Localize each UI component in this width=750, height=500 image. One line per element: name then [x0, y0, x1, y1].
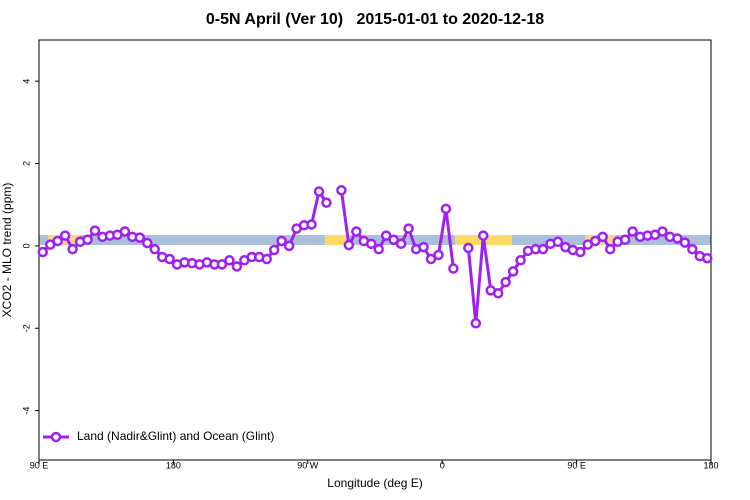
data-point [52, 235, 63, 247]
data-point [89, 225, 101, 236]
data-point [134, 232, 146, 243]
data-point [448, 263, 459, 274]
legend-label: Land (Nadir&Glint) and Ocean (Glint) [77, 429, 274, 443]
data-point [164, 253, 175, 265]
data-point [687, 243, 698, 255]
x-tick-label: 90 E [30, 460, 49, 470]
chart-title: 0-5N April (Ver 10) 2015-01-01 to 2020-1… [206, 11, 544, 28]
data-point [366, 238, 377, 250]
data-point [672, 233, 683, 244]
y-tick-label: -2 [21, 324, 31, 332]
data-point [515, 255, 526, 266]
data-point [231, 261, 243, 272]
data-point [283, 240, 295, 252]
data-point [470, 318, 482, 329]
data-point [425, 253, 437, 265]
data-point [380, 230, 392, 241]
data-point [552, 236, 564, 248]
data-point [597, 231, 608, 243]
data-point [627, 226, 638, 237]
data-point [216, 259, 228, 270]
data-point [679, 237, 691, 248]
data-point [82, 234, 93, 245]
data-point [604, 243, 616, 255]
data-point [440, 203, 452, 215]
data-point [418, 241, 429, 253]
data-point [478, 230, 489, 241]
data-point [336, 185, 347, 196]
data-point [388, 234, 399, 245]
data-point [351, 226, 362, 237]
legend-marker [50, 431, 62, 443]
y-tick-label: 2 [21, 161, 31, 166]
data-point [433, 249, 444, 261]
data-point [702, 252, 713, 264]
x-tick-label: 180 [703, 460, 718, 470]
x-axis-label: Longitude (deg E) [327, 476, 422, 490]
x-tick-label: 90 E [567, 460, 586, 470]
data-point [657, 226, 668, 237]
data-point [261, 253, 272, 265]
data-point [276, 235, 287, 247]
data-point [67, 243, 78, 255]
series-line [41, 187, 708, 324]
y-tick-label: 4 [21, 79, 31, 84]
data-point [590, 235, 601, 247]
y-tick-label: -4 [21, 407, 31, 415]
data-point [321, 197, 332, 208]
data-point [224, 255, 235, 266]
data-point [306, 219, 317, 230]
data-point [373, 243, 384, 255]
data-point [500, 276, 511, 288]
x-tick-label: 0 [440, 460, 445, 470]
data-point [537, 243, 549, 255]
data-point [507, 266, 519, 277]
data-point [343, 239, 355, 251]
data-point [119, 226, 131, 237]
data-point [37, 246, 48, 258]
data-point [403, 223, 414, 234]
data-point [619, 234, 631, 245]
data-point [575, 246, 586, 258]
x-tick-label: 90 W [297, 460, 319, 470]
data-point [142, 237, 153, 249]
data-point [59, 230, 71, 241]
y-tick-label: 0 [21, 243, 31, 248]
data-point [395, 238, 407, 250]
data-point [492, 287, 504, 299]
data-point [463, 242, 474, 254]
data-point [149, 243, 160, 255]
data-point [313, 186, 325, 197]
data-point [268, 244, 280, 256]
y-axis-label: XCO2 - MLO trend (ppm) [0, 183, 14, 318]
x-tick-label: 180 [166, 460, 181, 470]
